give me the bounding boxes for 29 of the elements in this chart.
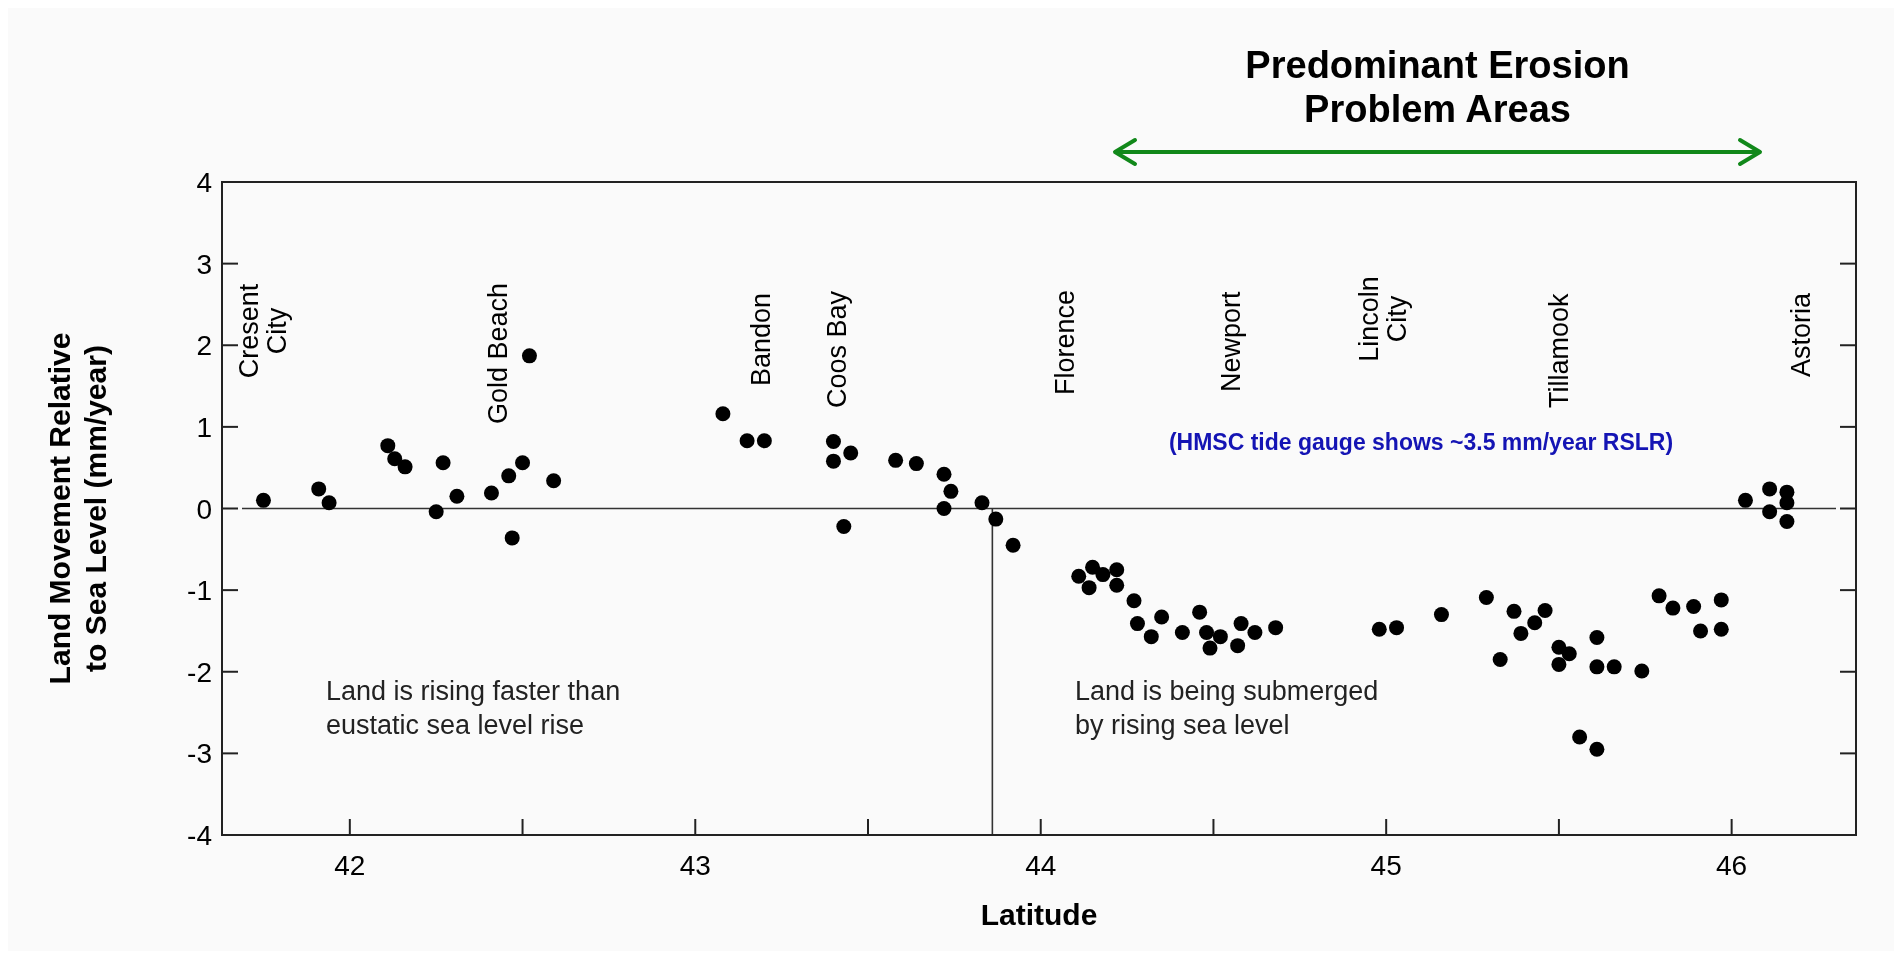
y-tick-label: -2 <box>187 656 212 688</box>
annotation: Bandon <box>746 292 776 386</box>
annotation: Lincoln City <box>1354 276 1412 362</box>
annotation: Tillamook <box>1544 292 1574 408</box>
annotation: Florence <box>1050 289 1080 395</box>
y-tick-label: -3 <box>187 738 212 770</box>
y-tick-label: 1 <box>196 411 212 443</box>
annotation: (HMSC tide gauge shows ~3.5 mm/year RSLR) <box>1168 429 1674 455</box>
annotation: Coos Bay <box>822 290 852 408</box>
y-tick-label: 2 <box>196 330 212 362</box>
annotation: Astoria <box>1786 291 1816 377</box>
y-tick-label: 0 <box>196 493 212 525</box>
y-tick-label: 4 <box>196 167 212 198</box>
annotation: Newport <box>1216 290 1246 392</box>
x-tick-label: 44 <box>1025 850 1057 881</box>
x-tick-label: 45 <box>1370 850 1402 881</box>
annotation: Land is rising faster than eustatic sea level rise <box>326 676 621 740</box>
y-axis-title: Land Movement Relative to Sea Level (mm/year) <box>43 332 112 685</box>
annotation: Land is being submerged by rising sea level <box>1075 676 1379 740</box>
y-tick-label: -1 <box>187 575 212 607</box>
x-tick-label: 42 <box>334 850 366 881</box>
chart-title: Predominant Erosion Problem Areas <box>1245 44 1630 130</box>
x-axis-title: Latitude <box>980 898 1098 931</box>
annotation: Gold Beach <box>483 282 513 424</box>
annotation: Cresent City <box>234 283 292 379</box>
y-tick-label: 3 <box>196 248 212 280</box>
y-tick-label: -4 <box>187 820 212 851</box>
x-tick-label: 43 <box>679 850 711 881</box>
x-tick-label: 46 <box>1716 850 1748 881</box>
